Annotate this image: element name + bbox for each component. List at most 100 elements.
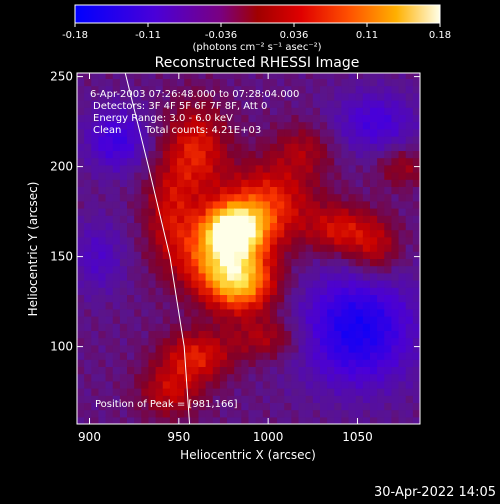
heatmap-cell (219, 265, 228, 274)
heatmap-cell (205, 143, 214, 151)
heatmap-cell (205, 114, 214, 123)
heatmap-cell (291, 380, 300, 389)
heatmap-cell (384, 229, 393, 238)
heatmap-cell (227, 193, 235, 202)
heatmap-cell (384, 121, 393, 130)
heatmap-cell (327, 395, 335, 403)
heatmap-cell (305, 114, 314, 123)
heatmap-cell (77, 251, 85, 259)
heatmap-cell (141, 114, 150, 123)
heatmap-cell (234, 416, 242, 424)
heatmap-cell (248, 222, 257, 231)
heatmap-cell (119, 107, 128, 115)
heatmap-cell (377, 186, 385, 195)
heatmap-cell (212, 366, 221, 375)
heatmap-cell (298, 330, 307, 339)
heatmap-cell (384, 179, 393, 187)
heatmap-cell (169, 344, 178, 353)
heatmap-cell (305, 222, 314, 231)
heatmap-cell (177, 200, 185, 209)
heatmap-cell (198, 388, 207, 396)
heatmap-cell (291, 316, 300, 324)
heatmap-cell (91, 359, 100, 367)
heatmap-cell (391, 359, 400, 367)
heatmap-cell (262, 229, 271, 238)
heatmap-cell (284, 136, 292, 144)
heatmap-cell (319, 215, 328, 223)
heatmap-cell (112, 409, 121, 418)
heatmap-cell (91, 215, 100, 223)
heatmap-cell (177, 251, 185, 259)
heatmap-cell (348, 380, 357, 389)
heatmap-cell (319, 308, 328, 317)
heatmap-cell (212, 73, 221, 79)
heatmap-cell (112, 258, 121, 267)
heatmap-cell (98, 352, 107, 360)
heatmap-cell (98, 215, 107, 223)
heatmap-cell (284, 366, 292, 375)
heatmap-cell (362, 409, 371, 418)
heatmap-cell (312, 136, 321, 144)
heatmap-cell (377, 85, 385, 94)
heatmap-cell (91, 143, 100, 151)
heatmap-cell (212, 150, 221, 159)
heatmap-cell (112, 244, 121, 252)
heatmap-cell (355, 229, 364, 238)
heatmap-cell (155, 229, 164, 238)
heatmap-cell (191, 287, 200, 295)
heatmap-cell (269, 143, 278, 151)
heatmap-cell (391, 78, 400, 87)
heatmap-cell (377, 287, 385, 295)
heatmap-cell (241, 301, 250, 310)
colorbar-tick-label: 0.11 (356, 30, 378, 41)
heatmap-cell (291, 323, 300, 331)
heatmap-cell (284, 186, 292, 195)
heatmap-cell (141, 128, 150, 137)
heatmap-cell (262, 172, 271, 180)
heatmap-cell (319, 73, 328, 79)
heatmap-cell (234, 128, 242, 137)
heatmap-cell (398, 136, 407, 144)
heatmap-cell (227, 236, 235, 245)
heatmap-cell (84, 107, 92, 115)
heatmap-cell (184, 114, 192, 123)
heatmap-cell (362, 215, 371, 223)
heatmap-cell (205, 395, 214, 403)
heatmap-cell (341, 143, 350, 151)
heatmap-cell (291, 287, 300, 295)
heatmap-cell (219, 121, 228, 130)
heatmap-cell (377, 215, 385, 223)
heatmap-cell (234, 388, 242, 396)
heatmap-cell (98, 316, 107, 324)
heatmap-cell (119, 287, 128, 295)
heatmap-cell (212, 337, 221, 346)
heatmap-cell (412, 265, 420, 274)
heatmap-cell (77, 402, 85, 411)
heatmap-cell (162, 359, 171, 367)
heatmap-cell (327, 85, 335, 94)
heatmap-cell (155, 100, 164, 108)
heatmap-cell (369, 92, 378, 101)
heatmap-cell (262, 301, 271, 310)
heatmap-cell (355, 164, 364, 173)
heatmap-cell (334, 136, 342, 144)
heatmap-cell (391, 200, 400, 209)
heatmap-cell (362, 85, 371, 94)
heatmap-cell (248, 287, 257, 295)
heatmap-cell (84, 251, 92, 259)
heatmap-cell (148, 186, 157, 195)
heatmap-cell (91, 280, 100, 288)
heatmap-cell (105, 308, 114, 317)
heatmap-cell (84, 100, 92, 108)
heatmap-cell (234, 244, 242, 252)
heatmap-cell (277, 92, 285, 101)
heatmap-cell (105, 78, 114, 87)
heatmap-cell (369, 186, 378, 195)
heatmap-cell (162, 301, 171, 310)
heatmap-cell (169, 352, 178, 360)
heatmap-cell (327, 78, 335, 87)
heatmap-cell (219, 337, 228, 346)
heatmap-cell (334, 265, 342, 274)
heatmap-cell (198, 164, 207, 173)
heatmap-cell (277, 258, 285, 267)
